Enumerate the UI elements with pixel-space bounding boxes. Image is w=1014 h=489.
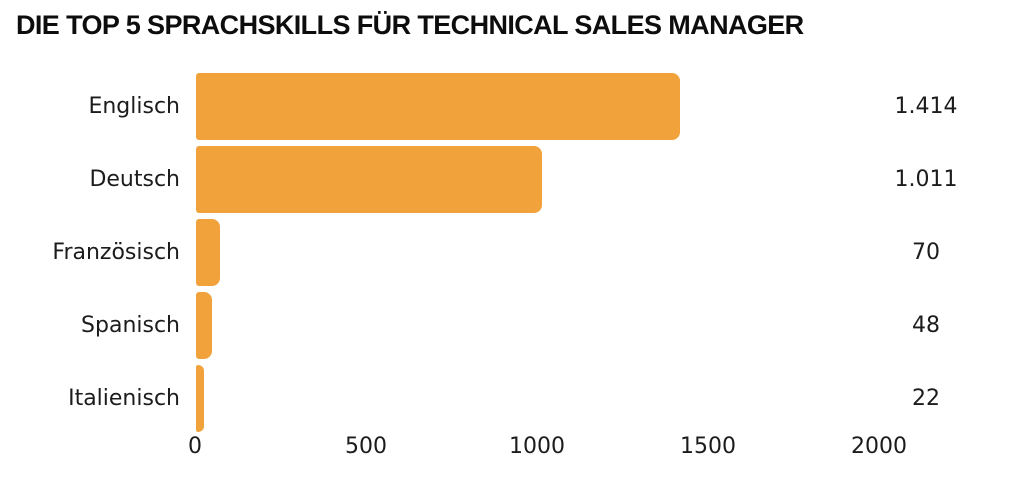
- value-label: 48: [912, 313, 940, 339]
- value-label: 1.414: [894, 93, 958, 119]
- bar-deutsch: [196, 145, 542, 213]
- bar-row: Spanisch 48: [0, 292, 1014, 360]
- category-label: Englisch: [88, 93, 180, 119]
- x-tick: 1000: [509, 434, 565, 459]
- bar-italienisch: [196, 365, 204, 433]
- value-label: 22: [912, 386, 940, 412]
- bar-row: Deutsch 1.011: [0, 145, 1014, 213]
- x-tick: 1500: [680, 434, 736, 459]
- category-label: Spanisch: [81, 313, 180, 339]
- x-tick: 500: [345, 434, 387, 459]
- value-label: 1.011: [894, 166, 958, 192]
- bar-row: Englisch 1.414: [0, 72, 1014, 140]
- x-tick: 0: [188, 434, 202, 459]
- x-tick: 2000: [851, 434, 907, 459]
- bar-row: Französisch 70: [0, 218, 1014, 286]
- category-label: Französisch: [52, 239, 180, 265]
- category-label: Deutsch: [89, 166, 180, 192]
- category-label: Italienisch: [68, 386, 180, 412]
- chart-title: DIE TOP 5 SPRACHSKILLS FÜR TECHNICAL SAL…: [16, 10, 804, 40]
- bar-spanisch: [196, 292, 213, 360]
- x-axis: 0 500 1000 1500 2000: [0, 434, 1014, 464]
- bar-englisch: [196, 72, 680, 140]
- bar-row: Italienisch 22: [0, 365, 1014, 433]
- value-label: 70: [912, 239, 940, 265]
- bar-franzoesisch: [196, 218, 220, 286]
